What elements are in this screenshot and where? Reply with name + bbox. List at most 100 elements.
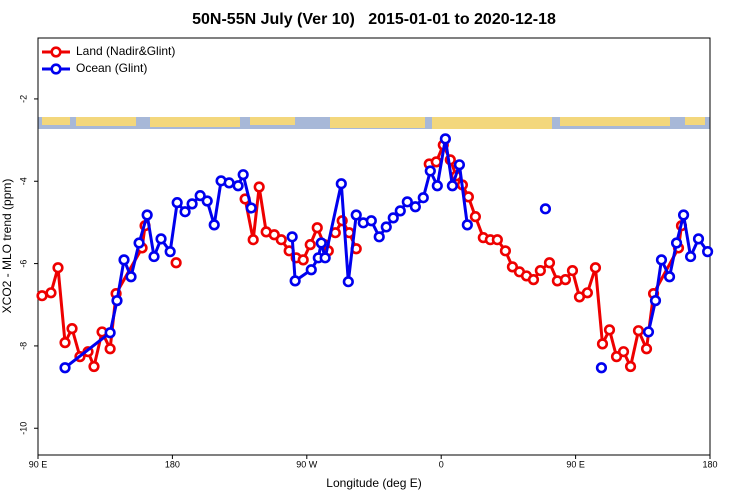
data-point <box>499 245 512 257</box>
data-point <box>417 192 429 204</box>
data-point <box>534 264 546 277</box>
data-point <box>223 177 235 189</box>
data-point <box>36 290 48 302</box>
x-tick-label: 90 W <box>296 459 318 469</box>
data-point <box>171 197 183 209</box>
data-point <box>543 257 556 269</box>
x-tick-label: 90 E <box>29 459 48 469</box>
data-point <box>232 180 244 192</box>
data-point <box>104 343 116 355</box>
data-point <box>118 254 130 266</box>
data-point <box>491 234 503 246</box>
chart-title: 50N-55N July (Ver 10) 2015-01-01 to 2020… <box>192 11 556 28</box>
data-point <box>268 229 280 241</box>
data-point <box>237 169 249 181</box>
data-point <box>506 261 519 273</box>
y-tick-label: -8 <box>18 342 28 350</box>
data-point <box>141 209 153 221</box>
data-point <box>111 295 123 307</box>
y-tick-label: -10 <box>18 422 28 435</box>
data-point <box>125 271 137 283</box>
data-point <box>617 346 630 358</box>
data-point <box>133 237 145 249</box>
data-point <box>148 250 160 263</box>
data-point <box>59 337 71 349</box>
data-point <box>566 264 579 277</box>
data-point <box>245 202 257 214</box>
data-point <box>559 274 572 286</box>
data-point <box>527 274 540 286</box>
data-point <box>424 165 436 177</box>
data-point <box>431 180 443 192</box>
x-tick-label: 180 <box>702 459 717 469</box>
data-point <box>88 360 100 373</box>
data-point <box>373 231 385 243</box>
x-tick-label: 0 <box>439 459 444 469</box>
data-point <box>439 133 451 145</box>
data-point <box>387 212 399 224</box>
data-point <box>453 159 466 171</box>
data-point <box>201 195 213 207</box>
data-point <box>655 254 668 266</box>
data-point <box>401 196 413 208</box>
data-point <box>677 209 690 221</box>
data-point <box>581 287 593 299</box>
data-point <box>66 323 78 335</box>
plot-frame <box>37 37 711 456</box>
data-point <box>649 295 662 307</box>
data-point <box>208 219 220 231</box>
data-point <box>253 181 265 193</box>
series-line <box>41 143 683 368</box>
x-tick-label: 180 <box>165 459 180 469</box>
data-point <box>446 180 459 192</box>
data-point <box>632 325 645 337</box>
legend-label: Land (Nadir&Glint) <box>76 44 175 58</box>
data-point <box>311 222 323 234</box>
y-tick-label: -6 <box>18 260 28 268</box>
data-point <box>409 201 421 213</box>
data-point <box>194 190 206 202</box>
data-point <box>104 327 116 339</box>
data-point <box>186 198 198 210</box>
data-point <box>45 287 57 299</box>
data-point <box>394 205 406 217</box>
data-point <box>319 252 331 264</box>
data-point <box>335 178 347 190</box>
data-point <box>670 237 683 249</box>
data-point <box>640 343 653 355</box>
data-point <box>469 211 481 223</box>
y-axis-label: XCO2 - MLO trend (ppm) <box>0 179 14 314</box>
data-point <box>305 264 317 276</box>
data-point <box>461 219 473 231</box>
data-point <box>365 215 377 227</box>
data-point <box>52 262 64 274</box>
data-point <box>610 351 623 363</box>
data-point <box>342 276 354 288</box>
data-point <box>286 231 298 243</box>
y-tick-label: -4 <box>18 177 28 185</box>
data-point <box>603 324 616 336</box>
data-point <box>289 275 301 287</box>
data-point <box>59 362 71 374</box>
data-point <box>350 209 362 221</box>
data-point <box>702 246 714 258</box>
legend-label: Ocean (Glint) <box>76 61 147 75</box>
data-point <box>179 206 191 218</box>
data-point <box>380 221 392 233</box>
x-tick-label: 90 E <box>566 459 585 469</box>
data-point <box>595 362 608 374</box>
legend-marker <box>50 63 62 75</box>
data-point <box>247 234 259 246</box>
data-point <box>315 237 327 249</box>
legend-marker <box>50 46 62 58</box>
data-point <box>275 234 287 246</box>
data-point <box>624 360 637 373</box>
data-point <box>430 156 442 168</box>
data-point <box>596 338 609 350</box>
data-point <box>164 246 176 258</box>
data-point <box>297 254 309 266</box>
data-point <box>589 262 602 274</box>
data-point <box>692 233 705 245</box>
data-point <box>155 233 167 245</box>
